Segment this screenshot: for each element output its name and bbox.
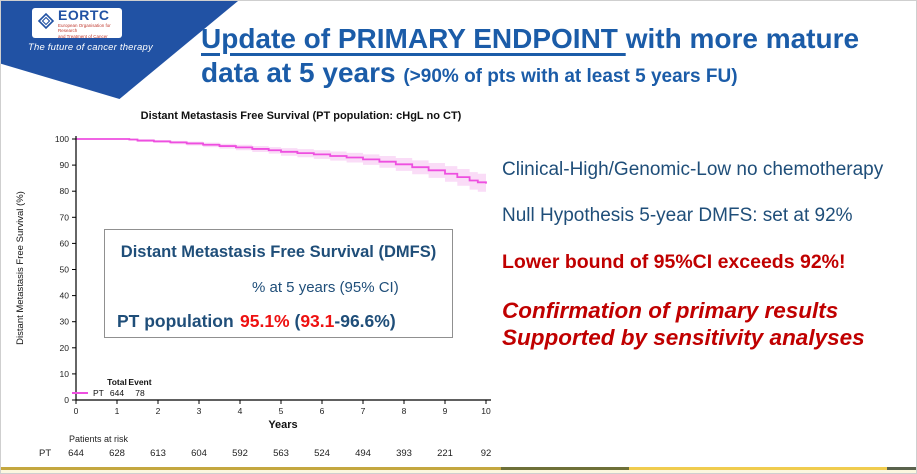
eortc-logo-text: EORTC European Organisation for Research… <box>58 8 118 39</box>
eortc-subtext-2: and Treatment of Cancer <box>58 33 108 39</box>
x-tick-label: 10 <box>481 406 491 416</box>
y-tick-label: 70 <box>60 212 70 222</box>
slide-title-line2-small: (>90% of pts with at least 5 years FU) <box>403 66 738 87</box>
ci-band <box>76 139 486 194</box>
ci-rest: -96.6%) <box>334 311 396 331</box>
annotation-conclusion: Confirmation of primary results Supporte… <box>502 297 865 351</box>
dmfs-results-box: Distant Metastasis Free Survival (DMFS) … <box>104 229 453 338</box>
x-tick-label: 6 <box>320 406 325 416</box>
eortc-tagline: The future of cancer therapy <box>28 42 153 53</box>
eortc-logo-icon <box>36 11 56 36</box>
y-tick-label: 60 <box>60 238 70 248</box>
risk-table-caption: Patients at risk <box>69 434 129 444</box>
risk-value: 393 <box>396 448 412 459</box>
x-axis-title: Years <box>268 419 297 431</box>
annotation-population: Clinical-High/Genomic-Low no chemotherap… <box>502 159 884 180</box>
annotation-conclusion-line1: Confirmation of primary results <box>502 298 839 323</box>
slide-title-rest: with more mature <box>625 23 860 54</box>
footer-cream-strip <box>1 470 916 473</box>
km-curve <box>76 138 487 184</box>
y-tick-label: 90 <box>60 160 70 170</box>
y-tick-label: 40 <box>60 291 70 301</box>
slide-title-underlined: Update of PRIMARY ENDPOINT <box>201 23 626 54</box>
results-row-value: 95.1% (93.1-96.6%) <box>240 311 396 332</box>
slide-title: Update of PRIMARY ENDPOINT with more mat… <box>201 22 913 94</box>
risk-value: 628 <box>109 448 125 459</box>
x-tick-label: 1 <box>115 406 120 416</box>
annotation-conclusion-line2: Supported by sensitivity analyses <box>502 325 865 350</box>
risk-value: 604 <box>191 448 207 459</box>
risk-value: 592 <box>232 448 248 459</box>
legend-header-total: Total <box>107 377 127 387</box>
y-tick-label: 20 <box>60 343 70 353</box>
chart-title: Distant Metastasis Free Survival (PT pop… <box>141 110 462 122</box>
risk-row-label: PT <box>39 448 51 459</box>
results-box-subtitle: % at 5 years (95% CI) <box>252 279 399 296</box>
x-tick-label: 2 <box>156 406 161 416</box>
footer-rule-bright-gold <box>629 467 887 470</box>
ci-lower-bound: 93.1 <box>300 311 335 331</box>
x-tick-label: 5 <box>279 406 284 416</box>
risk-value: 494 <box>355 448 371 459</box>
eortc-subtext-1: European Organisation for Research <box>58 22 111 33</box>
y-tick-label: 100 <box>55 134 69 144</box>
legend-header-event: Event <box>128 377 151 387</box>
eortc-logo: EORTC European Organisation for Research… <box>32 8 122 39</box>
x-tick-label: 7 <box>361 406 366 416</box>
legend-event-value: 78 <box>135 388 145 398</box>
legend-series-name: PT <box>93 388 104 398</box>
x-tick-label: 3 <box>197 406 202 416</box>
x-tick-label: 9 <box>443 406 448 416</box>
risk-value: 524 <box>314 448 330 459</box>
eortc-wordmark: EORTC <box>58 6 110 23</box>
ci-open: ( <box>289 311 301 331</box>
dmfs-estimate: 95.1% <box>240 311 290 331</box>
risk-value: 644 <box>68 448 84 459</box>
y-tick-label: 10 <box>60 369 70 379</box>
risk-value: 92 <box>481 448 492 459</box>
risk-value: 563 <box>273 448 289 459</box>
x-tick-label: 4 <box>238 406 243 416</box>
results-box-row: PT population 95.1% (93.1-96.6%) <box>105 311 452 332</box>
y-tick-label: 80 <box>60 186 70 196</box>
results-row-label: PT population <box>117 311 234 331</box>
footer-rule-gold <box>1 467 501 470</box>
km-chart: 0 10 20 30 40 50 60 70 80 90 100 0 1 2 3 4 5 6 7 8 9 10 Distan… <box>9 101 511 467</box>
slide-title-line1: Update of PRIMARY ENDPOINT with more mat… <box>201 22 913 56</box>
annotation-lower-bound: Lower bound of 95%CI exceeds 92%! <box>502 251 846 273</box>
slide-title-line2-big: data at 5 years <box>201 57 404 88</box>
results-box-title: Distant Metastasis Free Survival (DMFS) <box>120 243 437 261</box>
slide-title-line2: data at 5 years (>90% of pts with at lea… <box>201 56 913 94</box>
footer-rule-olive <box>501 467 629 470</box>
x-tick-label: 0 <box>74 406 79 416</box>
footer-rule-dark-olive <box>887 467 916 470</box>
annotation-null-hypothesis: Null Hypothesis 5-year DMFS: set at 92% <box>502 205 853 226</box>
y-tick-label: 0 <box>64 395 69 405</box>
y-axis-title: Distant Metastasis Free Survival (%) <box>15 191 26 345</box>
y-tick-label: 50 <box>60 265 70 275</box>
x-tick-label: 8 <box>402 406 407 416</box>
risk-value: 613 <box>150 448 166 459</box>
legend-total-value: 644 <box>110 388 124 398</box>
y-tick-label: 30 <box>60 317 70 327</box>
risk-value: 221 <box>437 448 453 459</box>
